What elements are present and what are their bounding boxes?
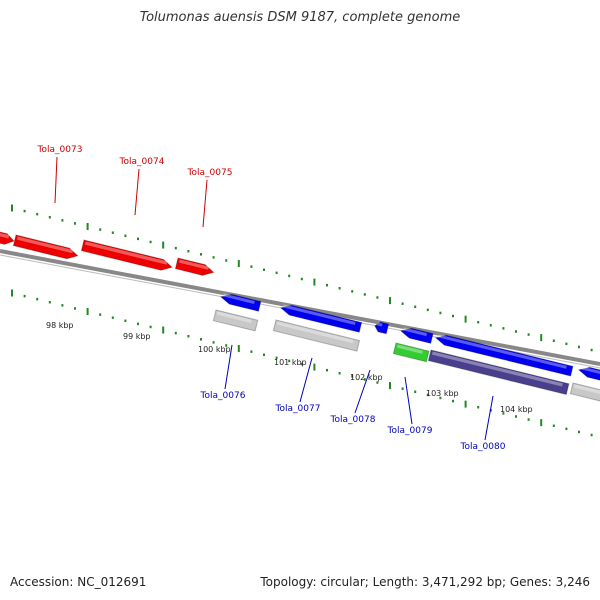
- topology-summary: Topology: circular; Length: 3,471,292 bp…: [260, 575, 590, 589]
- forward-gene-leader: [134, 168, 140, 216]
- forward-gene-label: Tola_0074: [119, 157, 165, 167]
- reverse-gene-label: Tola_0076: [200, 391, 246, 401]
- forward-gene-arrow-shine: [84, 241, 168, 265]
- reverse-gene-leader: [484, 395, 494, 441]
- forward-gene-arrow-shine: [178, 259, 209, 270]
- reverse-gene-arrow-shape: [279, 304, 363, 333]
- map-title: Tolumonas auensis DSM 9187, complete gen…: [139, 10, 461, 25]
- reverse-gene-arrow-shape: [219, 293, 262, 312]
- gene-subtrack-shape: [272, 319, 361, 352]
- forward-gene-arrow-shape: [80, 239, 174, 271]
- scale-label: 98 kbp: [46, 321, 74, 330]
- forward-gene-arrow: [12, 234, 79, 260]
- gene-labels: Tola_0073 Tola_0074 Tola_0075 Tola_0076 Tola…: [37, 145, 506, 452]
- rna-gene-block-shine: [396, 344, 423, 354]
- reverse-gene-arrow-shine: [402, 327, 428, 337]
- gene-subtrack: [427, 349, 570, 396]
- reverse-gene-label: Tola_0078: [330, 415, 376, 425]
- scale-label: 100 kbp: [198, 345, 231, 354]
- reverse-gene-arrow: [399, 327, 434, 344]
- reverse-gene-arrow-shine: [580, 366, 600, 375]
- forward-gene-arrow: [80, 239, 174, 271]
- forward-gene-label: Tola_0073: [37, 145, 83, 155]
- reverse-gene-arrow: [434, 334, 574, 377]
- reverse-gene-arrow-shine: [376, 322, 383, 327]
- scale-label: 101 kbp: [274, 358, 307, 367]
- gene-subtrack-shine: [573, 384, 600, 396]
- scale-label: 99 kbp: [123, 332, 151, 341]
- gene-subtrack-shine: [276, 321, 354, 344]
- reverse-gene-arrow: [279, 304, 363, 333]
- reverse-gene-arrow-shape: [374, 321, 390, 335]
- reverse-gene-leader: [354, 369, 371, 414]
- forward-gene-label: Tola_0075: [187, 168, 233, 178]
- reverse-gene-leader: [404, 376, 413, 425]
- reverse-gene-arrow-shape: [434, 334, 574, 377]
- rna-gene-block-shape: [392, 342, 430, 363]
- reverse-gene-arrow: [374, 321, 390, 335]
- forward-gene-leader: [54, 156, 58, 204]
- forward-gene-arrow-shine: [0, 231, 10, 239]
- reverse-gene-arrow-shine: [437, 334, 567, 369]
- gene-subtrack: [272, 319, 361, 352]
- gene-subtrack-shape: [427, 349, 570, 396]
- reverse-gene-leader: [224, 344, 233, 390]
- gene-subtrack: [212, 309, 259, 332]
- forward-gene-arrow: [0, 229, 15, 245]
- reverse-gene-arrow-shine: [222, 293, 255, 304]
- rna-gene-block: [392, 342, 430, 363]
- gene-subtrack: [569, 382, 600, 404]
- gene-subtrack-shape: [569, 382, 600, 404]
- scale-label: 102 kbp: [350, 373, 383, 382]
- reverse-gene-arrow: [219, 293, 262, 312]
- forward-gene-arrow-shine: [16, 236, 74, 254]
- gene-subtrack-shine: [431, 351, 563, 387]
- forward-gene-leader: [202, 179, 208, 228]
- reverse-gene-label: Tola_0080: [460, 442, 506, 452]
- gene-subtrack-shape: [212, 309, 259, 332]
- reverse-gene-arrow-shape: [577, 366, 600, 383]
- gene-subtrack-shine: [216, 311, 252, 323]
- gene-features: [0, 229, 600, 404]
- tick-marks: [11, 204, 593, 437]
- forward-gene-arrow-shape: [0, 229, 15, 245]
- scale-label: 103 kbp: [426, 389, 459, 398]
- reverse-gene-leader: [299, 357, 313, 403]
- forward-gene-arrow-shape: [12, 234, 79, 260]
- reverse-gene-label: Tola_0079: [387, 426, 433, 436]
- reverse-gene-arrow-shine: [282, 304, 356, 325]
- accession-text: Accession: NC_012691: [10, 575, 147, 589]
- forward-gene-arrow-shape: [174, 257, 215, 276]
- reverse-gene-arrow: [577, 366, 600, 383]
- reverse-gene-label: Tola_0077: [275, 404, 321, 414]
- forward-gene-arrow: [174, 257, 215, 276]
- scale-label: 104 kbp: [500, 405, 533, 414]
- scale-labels: 98 kbp 99 kbp 100 kbp 101 kbp 102 kbp 103 kbp…: [46, 321, 533, 414]
- reverse-gene-arrow-shape: [399, 327, 434, 344]
